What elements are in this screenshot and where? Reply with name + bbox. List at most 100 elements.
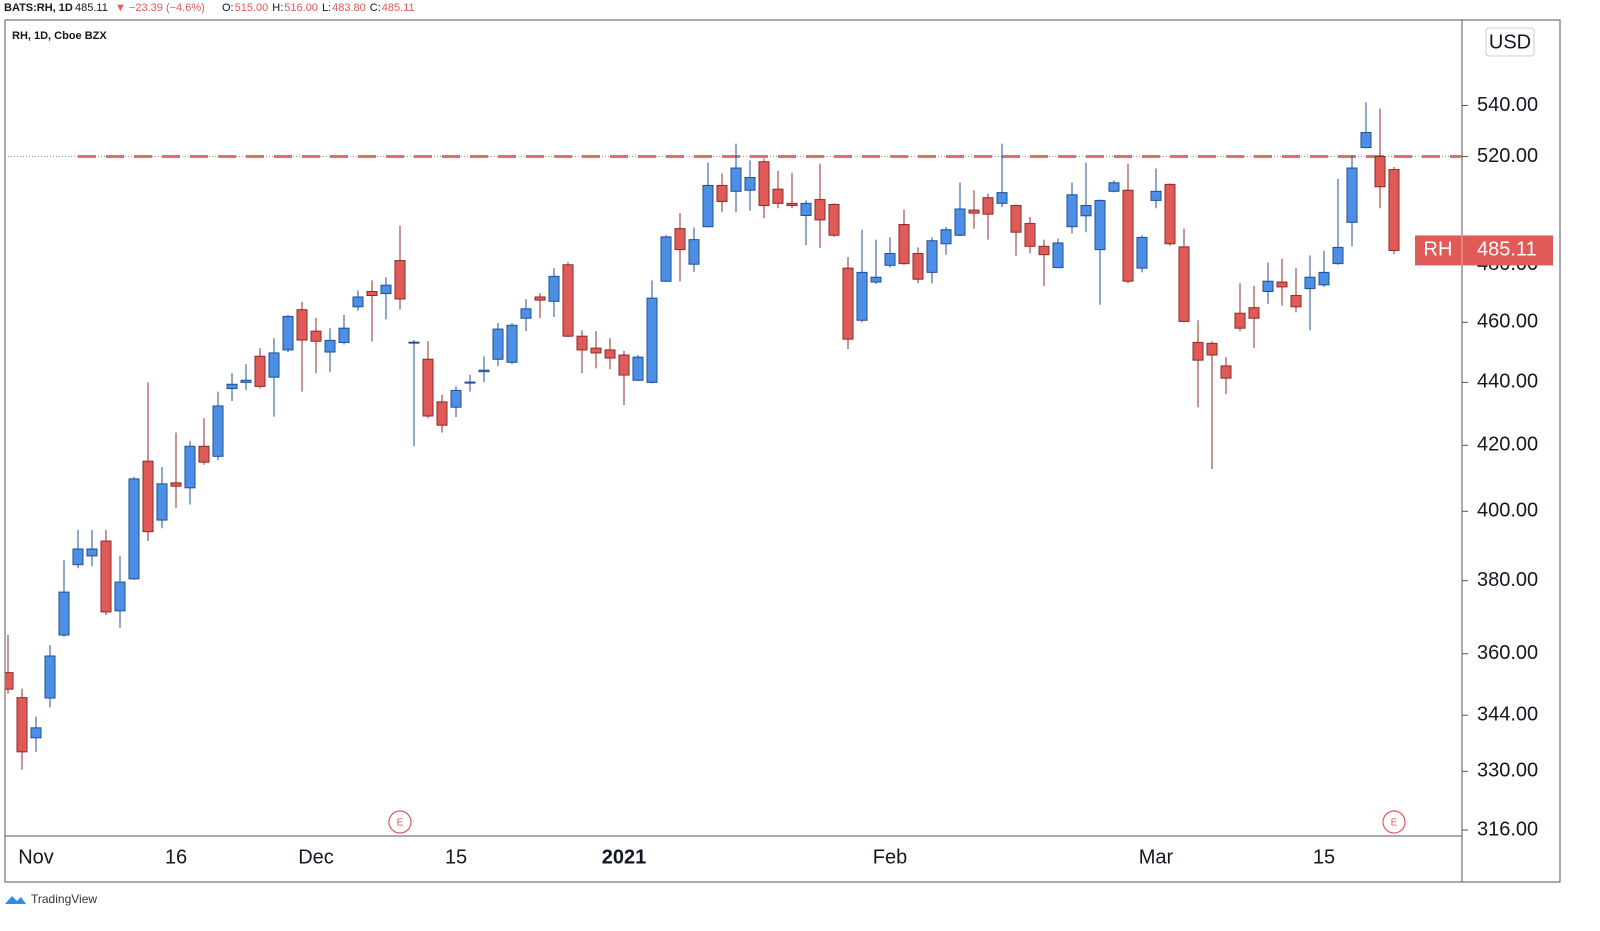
candle-body	[1024, 222, 1036, 247]
candle-body	[296, 309, 308, 341]
candle-body	[1066, 194, 1078, 228]
candle-body	[352, 296, 364, 308]
candle-body	[464, 381, 476, 384]
candle-body	[1094, 199, 1106, 251]
candle-body	[660, 236, 672, 282]
candle-body	[604, 349, 616, 359]
candle-body	[562, 264, 574, 337]
x-tick-label: Feb	[873, 846, 907, 868]
candle-body	[814, 199, 826, 221]
chart-title: RH, 1D, Cboe BZX	[12, 30, 107, 42]
footer: TradingView	[5, 892, 97, 906]
candle-body	[114, 581, 126, 612]
candle-body	[1108, 182, 1120, 192]
y-tick-label: 344.00	[1477, 703, 1538, 725]
ohlc-value: 485.11	[382, 2, 415, 14]
price-tag-symbol: RH	[1424, 239, 1453, 261]
candle-body	[772, 188, 784, 204]
candle-body	[170, 482, 182, 487]
candle-body	[366, 290, 378, 297]
candle-body	[16, 697, 28, 753]
candle-body	[702, 184, 714, 228]
price-tag	[1415, 235, 1553, 266]
candle-body	[156, 483, 168, 521]
ohlc-label: O:	[222, 2, 234, 14]
candle-body	[688, 239, 700, 265]
candle-body	[184, 445, 196, 489]
candle-body	[786, 202, 798, 207]
candle-body	[800, 202, 812, 217]
candle-body	[534, 296, 546, 301]
candle-body	[30, 727, 42, 739]
candle-body	[282, 315, 294, 351]
candle-body	[128, 478, 140, 580]
candle-body	[310, 330, 322, 342]
candle-body	[72, 548, 84, 566]
candle-body	[1136, 236, 1148, 269]
earnings-label: E	[397, 818, 404, 829]
candle-body	[520, 308, 532, 319]
plot	[5, 102, 1462, 770]
header: BATS:RH, 1D 485.11 ▼ −23.39 (−4.6%) O: 51…	[4, 2, 415, 14]
y-tick-label: 380.00	[1477, 569, 1538, 591]
candle-body	[744, 176, 756, 191]
candle-body	[982, 197, 994, 215]
candle-body	[1276, 281, 1288, 288]
candle-body	[646, 297, 658, 383]
candle-body	[730, 167, 742, 192]
candle-body	[1234, 312, 1246, 329]
candle-body	[898, 224, 910, 265]
ohlc-label: H:	[272, 2, 283, 14]
candle-body	[408, 341, 420, 344]
candle-body	[884, 253, 896, 266]
y-tick-label: 316.00	[1477, 818, 1538, 840]
candle-body	[870, 276, 882, 283]
ohlc-label: L:	[322, 2, 331, 14]
candle-body	[86, 548, 98, 557]
candle-body	[674, 228, 686, 251]
candle-body	[1290, 295, 1302, 308]
candle-body	[1164, 183, 1176, 245]
candle-body	[1206, 342, 1218, 356]
candle-body	[394, 260, 406, 300]
candle-body	[1010, 205, 1022, 233]
earnings-label: E	[1391, 818, 1398, 829]
candle-body	[996, 192, 1008, 204]
logo	[5, 896, 26, 904]
candle-body	[954, 208, 966, 236]
candle-body	[576, 335, 588, 351]
frame	[4, 19, 1561, 883]
candle-body	[436, 401, 448, 426]
candle-body	[492, 328, 504, 360]
candle-body	[618, 354, 630, 376]
candle-body	[1346, 167, 1358, 223]
candle-body	[590, 347, 602, 354]
candle-body	[1220, 365, 1232, 379]
candle-body	[324, 339, 336, 353]
candle-body	[422, 358, 434, 417]
candle-body	[58, 591, 70, 636]
candle-body	[478, 369, 490, 373]
candle-body	[758, 161, 770, 207]
y-tick-label: 330.00	[1477, 760, 1538, 782]
candle-body	[268, 352, 280, 378]
x-tick-label: 15	[1313, 846, 1335, 868]
candle-body	[100, 540, 112, 613]
candle-body	[912, 253, 924, 280]
y-tick-label: 440.00	[1477, 371, 1538, 393]
x-tick-label: 16	[165, 846, 187, 868]
candle-body	[1360, 132, 1372, 148]
y-tick-label: 400.00	[1477, 500, 1538, 522]
candle-body	[1262, 280, 1274, 292]
candle-body	[1318, 271, 1330, 286]
ohlc-value: 516.00	[284, 2, 318, 14]
candle-body	[856, 271, 868, 321]
candle-body	[380, 284, 392, 295]
candle-body	[240, 379, 252, 383]
candle-body	[632, 356, 644, 381]
y-tick-label: 420.00	[1477, 434, 1538, 456]
candle-body	[198, 445, 210, 463]
y-tick-label: 520.00	[1477, 145, 1538, 167]
candle-body	[1374, 156, 1386, 188]
currency: USD	[1489, 31, 1531, 53]
